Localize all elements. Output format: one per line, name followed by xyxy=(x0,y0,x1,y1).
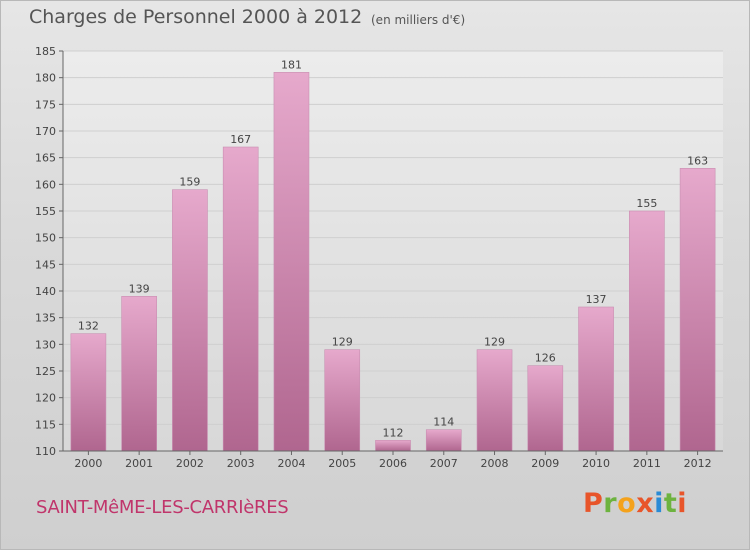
bar-2003 xyxy=(222,146,259,452)
y-tick-label: 125 xyxy=(35,365,56,378)
x-tick-label-2003: 2003 xyxy=(227,457,255,470)
bar-2004 xyxy=(273,72,310,452)
x-tick-label-2002: 2002 xyxy=(176,457,204,470)
y-tick-label: 185 xyxy=(35,45,56,58)
y-tick-label: 130 xyxy=(35,338,56,351)
y-tick-label: 160 xyxy=(35,178,56,191)
y-tick-label: 180 xyxy=(35,72,56,85)
x-tick-label-2004: 2004 xyxy=(277,457,305,470)
data-label-2004: 181 xyxy=(281,58,302,71)
x-tick-label-2010: 2010 xyxy=(582,457,610,470)
bar-2009 xyxy=(527,365,564,452)
x-tick-label-2008: 2008 xyxy=(481,457,509,470)
bar-2012 xyxy=(679,168,716,452)
y-tick-label: 145 xyxy=(35,258,56,271)
bar-2005 xyxy=(324,349,361,452)
brand-letter: x xyxy=(636,488,655,519)
data-label-2010: 137 xyxy=(586,293,607,306)
data-label-2012: 163 xyxy=(687,154,708,167)
y-tick-label: 150 xyxy=(35,232,56,245)
x-tick-label-2012: 2012 xyxy=(684,457,712,470)
data-label-2008: 129 xyxy=(484,336,505,349)
y-tick-label: 170 xyxy=(35,125,56,138)
data-label-2003: 167 xyxy=(230,133,251,146)
bar-2006 xyxy=(375,440,411,452)
bar-2010 xyxy=(578,306,614,452)
bar-2002 xyxy=(172,189,208,452)
brand-letter: r xyxy=(603,488,618,519)
data-label-2005: 129 xyxy=(332,336,353,349)
data-label-2001: 139 xyxy=(129,282,150,295)
proxiti-logo: Proxiti xyxy=(583,488,687,519)
brand-letter: P xyxy=(583,488,604,519)
y-tick-label: 115 xyxy=(35,418,56,431)
data-label-2000: 132 xyxy=(78,320,99,333)
y-tick-label: 120 xyxy=(35,392,56,405)
y-tick-label: 165 xyxy=(35,152,56,165)
x-tick-label-2001: 2001 xyxy=(125,457,153,470)
data-label-2007: 114 xyxy=(433,416,454,429)
x-tick-label-2011: 2011 xyxy=(633,457,661,470)
brand-letter: t xyxy=(663,488,678,519)
data-label-2006: 112 xyxy=(383,426,404,439)
brand-letter: i xyxy=(677,488,688,519)
x-tick-label-2000: 2000 xyxy=(74,457,102,470)
brand-letter: o xyxy=(617,488,637,519)
y-tick-label: 135 xyxy=(35,312,56,325)
x-tick-label-2009: 2009 xyxy=(531,457,559,470)
chart-unit: (en milliers d'€) xyxy=(371,13,466,27)
y-tick-label: 155 xyxy=(35,205,56,218)
bar-2008 xyxy=(476,349,513,452)
commune-name: SAINT-MêME-LES-CARRIèRES xyxy=(36,497,289,518)
brand-letter: i xyxy=(654,488,664,519)
bar-2001 xyxy=(121,296,157,452)
bar-2011 xyxy=(629,210,665,452)
x-tick-label-2007: 2007 xyxy=(430,457,458,470)
plot-area xyxy=(63,51,723,451)
y-tick-label: 140 xyxy=(35,285,56,298)
bar-2000 xyxy=(70,333,107,452)
y-tick-label: 175 xyxy=(35,98,56,111)
x-tick-label-2006: 2006 xyxy=(379,457,407,470)
data-label-2002: 159 xyxy=(179,176,200,189)
data-label-2009: 126 xyxy=(535,352,556,365)
data-label-2011: 155 xyxy=(636,197,657,210)
bar-2007 xyxy=(425,429,462,452)
y-tick-label: 110 xyxy=(35,445,56,458)
x-tick-label-2005: 2005 xyxy=(328,457,356,470)
chart-title: Charges de Personnel 2000 à 2012 xyxy=(29,6,363,28)
